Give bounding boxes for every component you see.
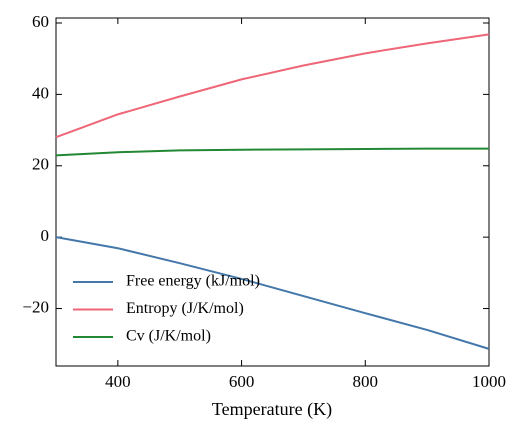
- x-axis-label: Temperature (K): [212, 399, 332, 420]
- x-tick-label: 400: [105, 372, 131, 391]
- y-tick-label: 20: [32, 155, 49, 174]
- series-line: [55, 147, 489, 157]
- legend-label: Free energy (kJ/mol): [126, 273, 260, 290]
- series-line: [55, 33, 490, 139]
- x-tick-label: 1000: [472, 372, 506, 391]
- legend-label: Entropy (J/K/mol): [126, 300, 244, 317]
- x-tick-label: 800: [353, 372, 379, 391]
- x-tick-label: 600: [229, 372, 255, 391]
- y-tick-label: 40: [32, 83, 49, 102]
- y-tick-label: 0: [41, 226, 50, 245]
- series-line: [55, 236, 490, 350]
- axes-frame: [55, 17, 490, 367]
- legend-label: Cv (J/K/mol): [126, 328, 211, 345]
- y-tick-label: −20: [22, 297, 49, 316]
- y-tick-label: 60: [32, 12, 49, 31]
